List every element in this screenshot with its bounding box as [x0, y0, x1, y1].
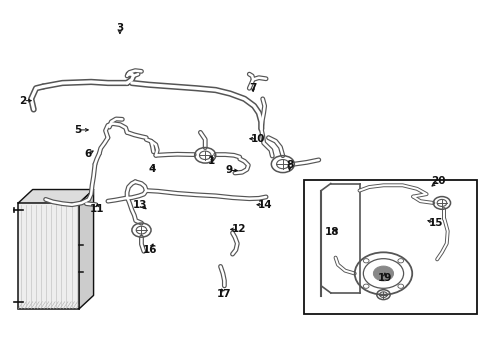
- Text: 15: 15: [428, 218, 443, 228]
- Text: 8: 8: [285, 160, 293, 170]
- Text: 2: 2: [20, 96, 27, 105]
- Text: 16: 16: [142, 244, 157, 255]
- Polygon shape: [79, 189, 93, 309]
- Text: 9: 9: [225, 166, 232, 175]
- Text: 17: 17: [217, 289, 231, 298]
- Text: 3: 3: [116, 23, 123, 33]
- Text: 4: 4: [148, 165, 156, 174]
- Text: 14: 14: [257, 200, 272, 210]
- Text: 20: 20: [430, 176, 445, 186]
- Text: 18: 18: [325, 227, 339, 237]
- Text: 12: 12: [231, 224, 245, 234]
- Polygon shape: [18, 189, 93, 203]
- Text: 1: 1: [208, 156, 215, 166]
- Text: 11: 11: [90, 204, 104, 214]
- Bar: [304, 180, 476, 314]
- Circle shape: [373, 266, 393, 281]
- Text: 13: 13: [133, 200, 147, 210]
- Text: 7: 7: [249, 82, 256, 93]
- Bar: [18, 203, 79, 309]
- Text: 10: 10: [250, 134, 264, 144]
- Text: 6: 6: [84, 149, 91, 159]
- Text: 19: 19: [377, 273, 391, 283]
- Text: 5: 5: [74, 125, 81, 135]
